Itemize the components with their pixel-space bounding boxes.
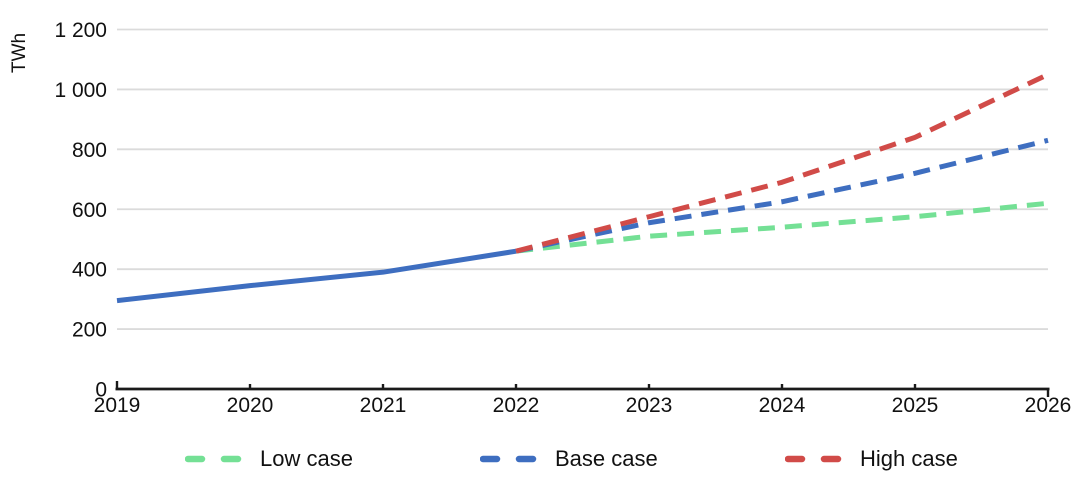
legend-label-low-case: Low case <box>260 446 353 471</box>
legend-item-base-case: Base case <box>480 446 658 472</box>
y-tick-label: 1 200 <box>54 19 107 42</box>
y-tick-label: 0 <box>95 379 107 402</box>
low-case-dash-swatch <box>185 455 246 463</box>
x-tick-label: 2022 <box>493 394 540 417</box>
x-tick-label: 2025 <box>892 394 939 417</box>
base-case-dash-swatch <box>480 455 541 463</box>
series-line-actual <box>116 248 517 304</box>
series-lines <box>116 72 1050 304</box>
y-axis-title: TWh <box>9 33 30 73</box>
legend-item-low-case: Low case <box>185 446 353 472</box>
legend-label-base-case: Base case <box>555 446 658 471</box>
legend-item-high-case: High case <box>785 446 958 472</box>
y-tick-label: 1 000 <box>54 79 107 102</box>
high-case-dash-swatch <box>785 455 846 463</box>
x-tick-label: 2019 <box>94 394 141 417</box>
x-tick-label: 2020 <box>227 394 274 417</box>
legend-label-high-case: High case <box>860 446 958 471</box>
x-axis: 2019 2020 2021 2022 2023 2024 2025 2026 <box>94 381 1072 417</box>
series-line-low <box>515 200 1049 254</box>
y-tick-label: 400 <box>72 259 107 282</box>
line-chart: 0 200 400 600 800 1 000 1 200 2019 2020 2021 2022… <box>9 19 1072 417</box>
y-tick-label: 600 <box>72 199 107 222</box>
x-tick-label: 2024 <box>759 394 806 417</box>
y-tick-label: 800 <box>72 139 107 162</box>
x-tick-label: 2026 <box>1025 394 1072 417</box>
gridlines <box>117 28 1048 330</box>
series-line-high <box>515 72 1050 254</box>
series-line-base <box>515 137 1049 254</box>
y-axis-tick-labels: 0 200 400 600 800 1 000 1 200 <box>54 19 107 402</box>
x-tick-label: 2021 <box>360 394 407 417</box>
x-tick-label: 2023 <box>626 394 673 417</box>
y-tick-label: 200 <box>72 319 107 342</box>
